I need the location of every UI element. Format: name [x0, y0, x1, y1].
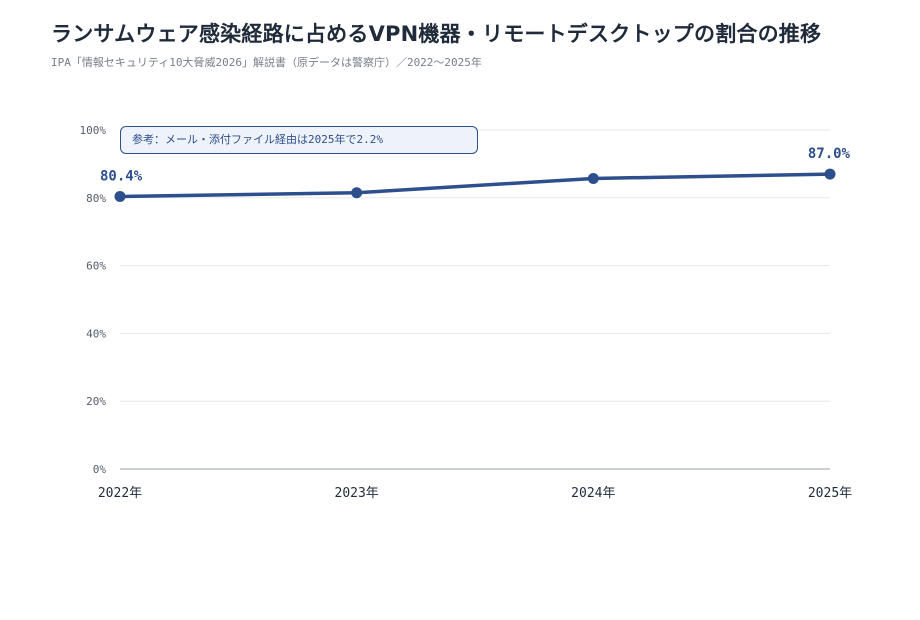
x-tick-label: 2024年	[571, 486, 615, 501]
chart-subtitle: IPA「情報セキュリティ10大脅威2026」解説書（原データは警察庁）／2022…	[51, 56, 482, 69]
data-point	[587, 172, 599, 184]
series-line	[118, 172, 832, 199]
data-point	[114, 190, 126, 202]
y-tick-label: 0%	[93, 463, 107, 476]
data-label: 87.0%	[808, 146, 851, 162]
data-point	[351, 187, 363, 199]
data-point	[824, 168, 836, 180]
x-tick-label: 2022年	[98, 486, 142, 501]
x-tick-label: 2025年	[808, 486, 852, 501]
y-tick-label: 100%	[80, 124, 107, 137]
data-labels: 80.4% 87.0%	[100, 146, 851, 184]
y-tick-label: 60%	[86, 260, 106, 273]
y-tick-label: 20%	[86, 395, 106, 408]
y-tick-label: 80%	[86, 192, 106, 205]
series-vpn-rdp	[114, 168, 836, 202]
axes: 0% 20% 40% 60% 80% 100% 2022年 2023年 2024年 2025年	[80, 124, 853, 501]
reference-annotation: 参考：メール・添付ファイル経由は2025年で2.2%	[120, 126, 478, 154]
chart-title: ランサムウェア感染経路に占めるVPN機器・リモートデスクトップの割合の推移	[51, 22, 822, 46]
data-label: 80.4%	[100, 168, 143, 184]
x-tick-label: 2023年	[335, 486, 379, 501]
y-tick-label: 40%	[86, 327, 106, 340]
gridlines	[120, 129, 830, 402]
